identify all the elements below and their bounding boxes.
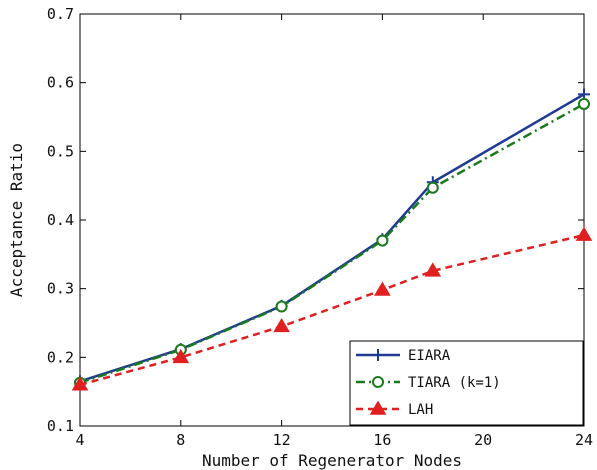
- y-tick-label: 0.3: [47, 280, 74, 298]
- data-point: [578, 97, 590, 110]
- y-tick-label: 0.5: [47, 142, 74, 160]
- legend-item: EIARA: [356, 348, 451, 364]
- y-tick-label: 0.4: [47, 211, 74, 229]
- legend-label: TIARA (k=1): [408, 375, 501, 391]
- data-point: [426, 181, 439, 194]
- y-axis-label: Acceptance Ratio: [7, 143, 26, 297]
- y-tick-label: 0.6: [47, 74, 74, 92]
- x-tick-label: 4: [75, 431, 84, 449]
- legend-label: LAH: [408, 402, 433, 418]
- legend-item: TIARA (k=1): [356, 375, 501, 391]
- legend-marker: [372, 349, 384, 361]
- data-point: [273, 317, 290, 333]
- x-tick-label: 12: [273, 431, 291, 449]
- data-point: [575, 226, 593, 241]
- data-point: [172, 348, 190, 364]
- data-point: [275, 300, 288, 313]
- x-tick-label: 8: [176, 431, 185, 449]
- x-tick-label: 20: [474, 431, 492, 449]
- legend-item: LAH: [356, 400, 433, 418]
- y-tick-label: 0.1: [47, 417, 74, 435]
- y-tick-label: 0.7: [47, 5, 74, 23]
- legend-marker: [369, 400, 387, 415]
- data-point: [376, 234, 389, 247]
- legend: EIARA TIARA (k=1) LAH: [349, 340, 584, 426]
- x-tick-label: 16: [373, 431, 391, 449]
- data-point: [374, 281, 391, 296]
- series-layer: [71, 88, 593, 391]
- y-tick-label: 0.2: [47, 348, 74, 366]
- series-line: [79, 233, 585, 387]
- x-tick-label: 24: [575, 431, 593, 449]
- data-point: [424, 262, 442, 277]
- legend-marker: [372, 376, 384, 388]
- data-point: [71, 376, 89, 391]
- series-line: [79, 93, 585, 383]
- series-line: [79, 102, 585, 384]
- x-axis: 4 8 12 16 20 24: [75, 14, 593, 449]
- legend-label: EIARA: [408, 348, 451, 364]
- y-axis: 0.1 0.2 0.3 0.4 0.5 0.6 0.7: [47, 5, 584, 435]
- series-2: [71, 226, 593, 391]
- x-axis-label: Number of Regenerator Nodes: [202, 451, 462, 470]
